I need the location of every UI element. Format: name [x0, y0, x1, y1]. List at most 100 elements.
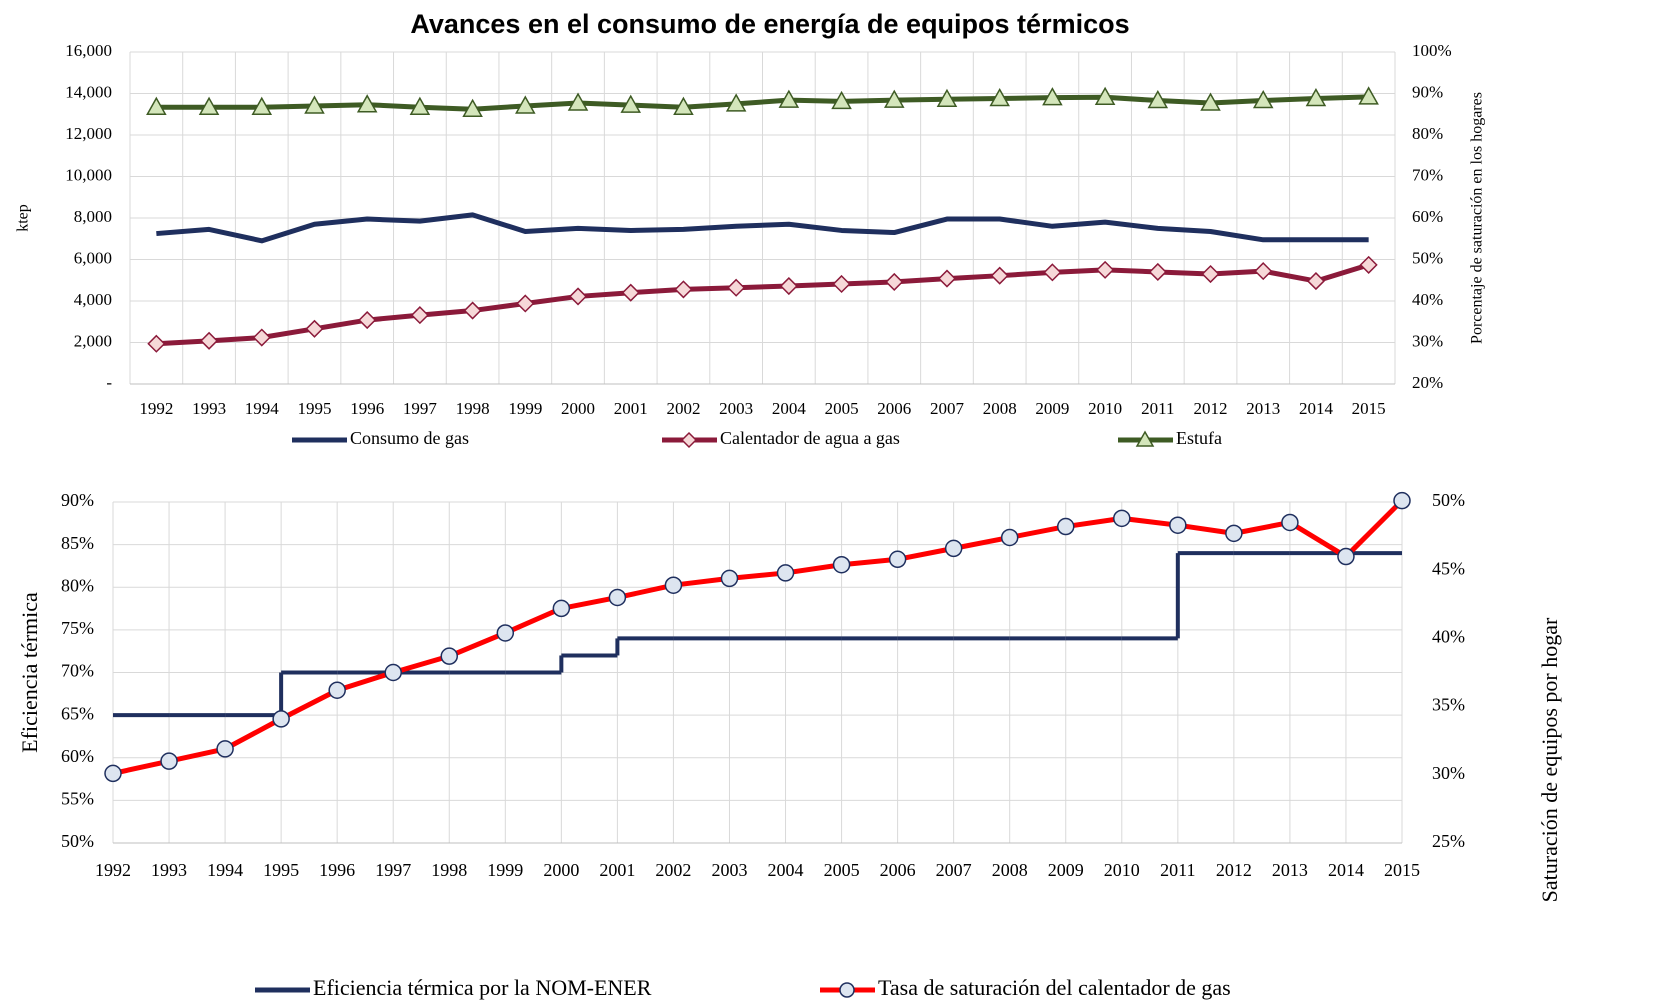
marker — [725, 93, 747, 112]
marker — [1000, 528, 1019, 547]
marker — [1148, 262, 1167, 282]
marker — [440, 647, 459, 665]
y2-tick-label: 30% — [1432, 763, 1465, 783]
y-tick-label: 12,000 — [65, 124, 112, 143]
marker — [832, 555, 851, 574]
legend-label: Calentador de agua a gas — [720, 428, 900, 448]
x-tick-label: 2004 — [772, 399, 807, 418]
x-tick-label: 1995 — [263, 860, 299, 880]
x-tick-label: 2008 — [992, 860, 1028, 880]
marker — [1201, 264, 1220, 284]
series-line — [156, 212, 1369, 244]
marker — [664, 576, 683, 594]
marker — [496, 624, 515, 642]
x-tick-label: 1992 — [95, 860, 131, 880]
y2-tick-label: 50% — [1432, 490, 1465, 510]
y2-tick-label: 50% — [1412, 248, 1443, 267]
marker — [1225, 524, 1243, 543]
marker — [673, 96, 694, 115]
marker — [990, 266, 1009, 285]
x-tick-label: 1998 — [431, 860, 467, 880]
x-tick-label: 2012 — [1216, 860, 1252, 880]
marker — [356, 94, 378, 113]
series-line — [112, 498, 1404, 776]
y-tick-label: 50% — [61, 831, 94, 851]
marker — [1200, 92, 1221, 111]
y-tick-label: 55% — [61, 789, 94, 809]
x-tick-label: 1993 — [192, 399, 226, 418]
y-tick-label: 8,000 — [74, 207, 112, 226]
marker — [410, 306, 429, 325]
marker — [1042, 87, 1063, 106]
marker — [567, 92, 589, 111]
marker — [937, 269, 957, 288]
legend-marker — [839, 982, 855, 998]
marker — [885, 272, 904, 291]
y-tick-label: 16,000 — [65, 41, 112, 60]
chart-title: Avances en el consumo de energía de equi… — [410, 9, 1129, 39]
y2-tick-label: 45% — [1432, 558, 1465, 578]
marker — [252, 328, 271, 347]
marker — [776, 564, 795, 582]
marker — [272, 710, 290, 728]
marker — [720, 569, 739, 588]
marker — [304, 95, 325, 114]
legend-marker — [680, 431, 698, 449]
y2-axis-label: Porcentaje de saturación en los hogares — [1469, 92, 1486, 344]
y2-tick-label: 40% — [1432, 627, 1465, 647]
x-tick-label: 2013 — [1272, 860, 1308, 880]
y-axis-label: ktep — [15, 204, 32, 232]
marker — [251, 96, 273, 115]
marker — [727, 278, 746, 297]
marker — [1281, 513, 1299, 532]
x-tick-label: 2003 — [719, 399, 753, 418]
y-tick-label: 2,000 — [74, 331, 112, 350]
marker — [608, 588, 627, 607]
x-tick-label: 2000 — [543, 860, 579, 880]
y-tick-label: 90% — [61, 490, 94, 510]
x-tick-label: 1996 — [350, 399, 384, 418]
marker — [1043, 263, 1062, 282]
x-tick-label: 1994 — [207, 860, 243, 880]
marker — [936, 88, 958, 108]
x-tick-label: 2001 — [614, 399, 648, 418]
marker — [831, 90, 852, 110]
marker — [200, 331, 219, 350]
marker — [568, 287, 588, 306]
legend-label: Eficiencia térmica por la NOM-ENER — [313, 975, 652, 1000]
legend-label: Consumo de gas — [350, 428, 469, 448]
y-tick-label: 80% — [61, 575, 94, 595]
x-tick-label: 2009 — [1048, 860, 1084, 880]
x-tick-label: 1997 — [375, 860, 411, 880]
marker — [944, 539, 963, 558]
marker — [463, 301, 482, 320]
marker — [160, 752, 178, 770]
y2-tick-label: 25% — [1432, 831, 1465, 851]
y-tick-label: - — [106, 373, 112, 392]
marker — [989, 87, 1010, 107]
x-tick-label: 2015 — [1352, 399, 1386, 418]
x-tick-label: 2015 — [1384, 860, 1420, 880]
marker — [1056, 517, 1075, 536]
marker — [1096, 260, 1115, 279]
marker — [358, 311, 377, 330]
marker — [674, 280, 693, 299]
marker — [147, 334, 166, 353]
y2-tick-label: 100% — [1412, 41, 1452, 60]
marker — [1393, 491, 1411, 510]
x-tick-label: 2010 — [1104, 860, 1140, 880]
x-tick-label: 2007 — [930, 399, 965, 418]
x-tick-label: 2011 — [1160, 860, 1195, 880]
marker — [328, 681, 346, 699]
marker — [305, 319, 324, 338]
legend-label: Tasa de saturación del calentador de gas — [878, 975, 1231, 1000]
marker — [384, 663, 402, 682]
y-tick-label: 75% — [61, 618, 94, 638]
y-tick-label: 60% — [61, 746, 94, 766]
x-tick-label: 2005 — [824, 860, 860, 880]
y-tick-label: 65% — [61, 703, 94, 723]
x-tick-label: 2005 — [825, 399, 859, 418]
marker — [1337, 547, 1355, 566]
x-tick-label: 1992 — [139, 399, 173, 418]
